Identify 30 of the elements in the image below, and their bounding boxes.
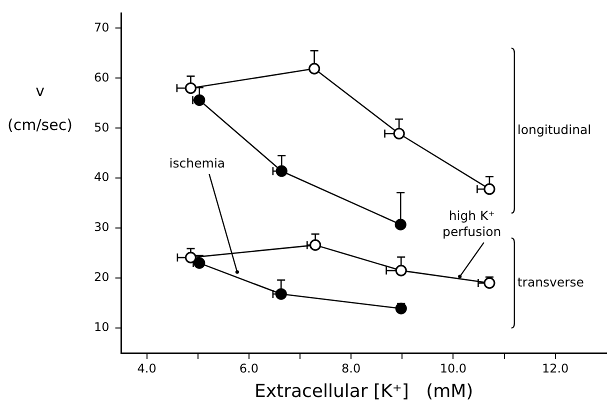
y-tick-label: 10 [94,320,110,334]
y-tick-label: 70 [94,20,110,34]
point [395,264,407,276]
point [393,128,405,140]
x-tick-label: 8.0 [342,361,361,376]
x-tick-label: 10.0 [440,361,467,376]
x-tick-label: 12.0 [542,361,569,376]
annotation: ischemia [169,155,226,170]
annotation: transverse [517,274,584,290]
point [184,82,197,94]
x-axis-title: Extracellular [K⁺] (mM) [254,380,474,402]
point [484,183,496,195]
y-tick-label: 40 [94,170,110,184]
point [275,288,287,300]
annotation: high K⁺ perfusion [442,208,502,239]
y-tick-label: 20 [94,270,110,284]
point [276,165,288,177]
annotation: longitudinal [517,122,592,137]
point [308,62,320,74]
point [394,218,406,230]
y-tick-label: 60 [94,70,110,84]
point [184,252,197,264]
y-tick-label: 50 [94,120,110,134]
y-tick-label: 30 [94,220,110,234]
point [194,257,206,269]
point [194,94,206,106]
x-tick-label: 4.0 [137,361,156,376]
point [310,239,322,251]
y-axis-title: v (cm/sec) [8,82,72,134]
x-tick-label: 6.0 [239,361,258,376]
